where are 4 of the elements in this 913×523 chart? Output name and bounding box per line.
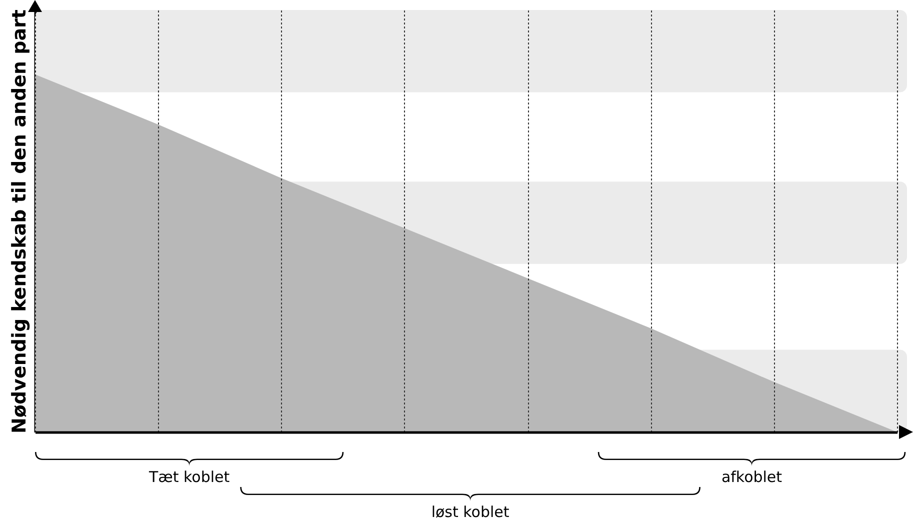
text: afkoblet: [721, 468, 782, 486]
y-axis-title: Nødvendig kendskab til den anden part: [8, 9, 30, 434]
text: løst koblet: [431, 503, 510, 521]
text: Tæt koblet: [148, 468, 230, 486]
